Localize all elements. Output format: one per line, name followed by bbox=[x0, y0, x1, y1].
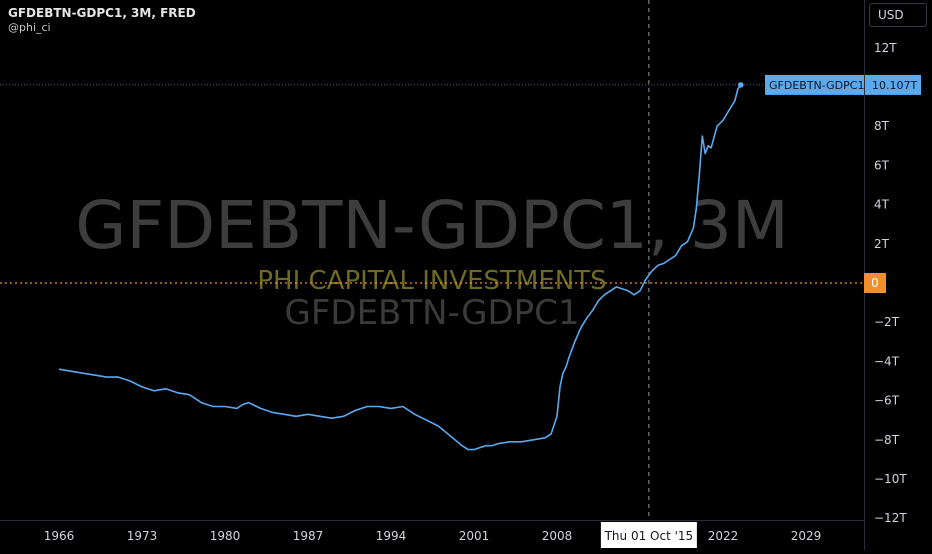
watermark-brand: PHI CAPITAL INVESTMENTS bbox=[257, 266, 606, 296]
x-tick-label: 1987 bbox=[293, 529, 324, 543]
watermark-symbol: GFDEBTN-GDPC1, 3M bbox=[75, 187, 789, 264]
y-tick-label: −6T bbox=[874, 394, 900, 408]
last-value-tag: 10.107T bbox=[872, 79, 917, 92]
x-tick-label: 1980 bbox=[210, 529, 241, 543]
x-tick-label: 2008 bbox=[542, 529, 573, 543]
y-tick-label: −12T bbox=[874, 511, 907, 525]
y-tick-label: 12T bbox=[874, 41, 897, 55]
x-tick-label: 1973 bbox=[127, 529, 158, 543]
zero-tag-box bbox=[864, 273, 886, 293]
crosshair-date-label: Thu 01 Oct '15 bbox=[604, 529, 694, 543]
x-tick-label: 1966 bbox=[44, 529, 75, 543]
y-tick-label: −2T bbox=[874, 315, 900, 329]
series-name-tag: GFDEBTN-GDPC1 bbox=[769, 79, 864, 92]
x-tick-label: 1994 bbox=[376, 529, 407, 543]
y-tick-label: −8T bbox=[874, 433, 900, 447]
y-tick-label: −10T bbox=[874, 472, 907, 486]
x-tick-label: 2001 bbox=[459, 529, 490, 543]
watermark-subtitle: GFDEBTN-GDPC1 bbox=[284, 293, 579, 333]
x-tick-label: 2029 bbox=[791, 529, 822, 543]
chart-title: GFDEBTN-GDPC1, 3M, FRED bbox=[8, 6, 196, 20]
y-tick-label: 2T bbox=[874, 237, 890, 251]
last-point-marker bbox=[737, 82, 744, 88]
x-tick-label: 2022 bbox=[708, 529, 739, 543]
series-name-tag-box bbox=[765, 74, 864, 95]
y-tick-label: −4T bbox=[874, 354, 900, 368]
y-tick-label: 8T bbox=[874, 119, 890, 133]
crosshair-date-box bbox=[600, 522, 697, 548]
chart-header: GFDEBTN-GDPC1, 3M, FRED @phi_ci bbox=[8, 5, 196, 35]
last-value-tag-box bbox=[865, 74, 921, 95]
chart-author: @phi_ci bbox=[8, 21, 51, 34]
y-tick-label: 6T bbox=[874, 158, 890, 172]
currency-selector[interactable]: USD bbox=[869, 3, 927, 27]
series-line-gfdebtn-gdpc1 bbox=[58, 84, 742, 451]
zero-tag-label: 0 bbox=[871, 276, 879, 290]
y-tick-label: 4T bbox=[874, 198, 890, 212]
